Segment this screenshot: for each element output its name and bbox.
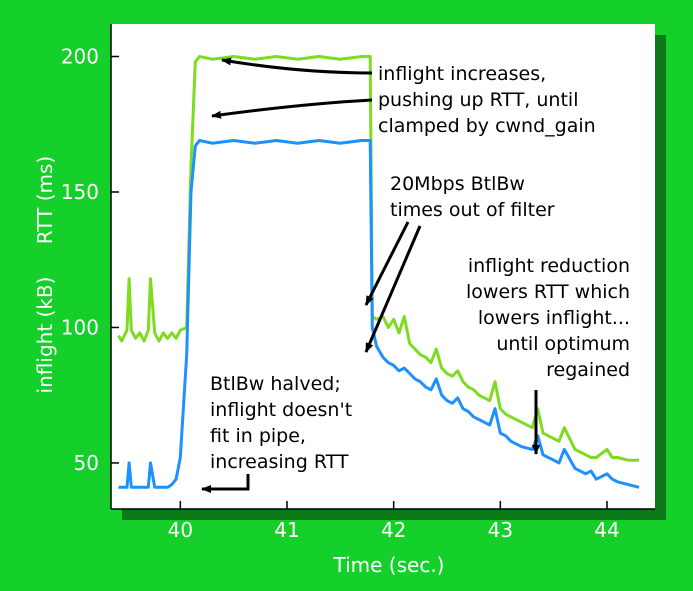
annotation-arrow [221, 57, 373, 75]
annotation-arrow [201, 474, 250, 493]
annotation-line: times out of filter [390, 199, 555, 221]
annotation-line: lowers RTT which [466, 281, 630, 303]
series-line-rtt [117, 55, 639, 462]
annotation-line: clamped by cwnd_gain [378, 115, 596, 137]
annotation-arrow [364, 221, 410, 306]
y-axis-label-inflight: inflight (kB) [33, 277, 57, 394]
y-tick-label: 150 [61, 180, 99, 204]
x-tick-label: 44 [594, 518, 619, 542]
x-tick-label: 42 [381, 518, 406, 542]
series-group [117, 55, 640, 489]
annotation-inflight-reduction: inflight reduction lowers RTT which lowe… [466, 255, 630, 455]
x-tick-label: 41 [274, 518, 299, 542]
annotation-arrow [364, 225, 422, 353]
x-tick-label: 43 [488, 518, 513, 542]
annotation-btlbw-timeout: 20Mbps BtlBw times out of filter [364, 173, 555, 353]
annotation-arrow [211, 98, 373, 119]
annotation-btlbw-halved: BtlBw halved; inflight doesn't fit in pi… [201, 373, 352, 493]
y-axis-label-rtt: RTT (ms) [33, 156, 57, 244]
x-axis-label: Time (sec.) [333, 553, 445, 577]
annotation-line: fit in pipe, [210, 425, 306, 447]
annotation-line: inflight reduction [468, 255, 630, 277]
annotation-line: 20Mbps BtlBw [390, 173, 525, 195]
x-tick-label: 40 [168, 518, 193, 542]
annotation-line: regained [546, 359, 630, 381]
annotation-line: until optimum [496, 333, 630, 355]
annotation-line: lowers inflight... [478, 307, 630, 329]
y-tick-label: 50 [74, 451, 99, 475]
series-line-inflight [118, 139, 640, 489]
annotation-line: inflight doesn't [210, 399, 352, 421]
ticks-group: 40 41 42 43 44 50 100 150 200 [61, 45, 620, 542]
y-tick-label: 100 [61, 315, 99, 339]
y-tick-label: 200 [61, 45, 99, 69]
annotation-line: BtlBw halved; [210, 373, 341, 395]
annotation-line: inflight increases, [378, 63, 546, 85]
annotation-inflight-increases: inflight increases, pushing up RTT, unti… [211, 57, 596, 137]
annotation-line: increasing RTT [210, 451, 349, 473]
annotation-line: pushing up RTT, until [378, 89, 578, 111]
